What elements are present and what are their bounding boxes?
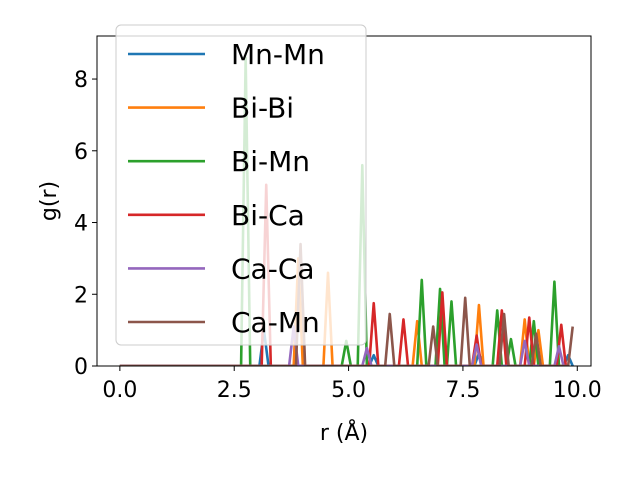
y-axis: 0 2 4 6 8 [74,68,97,380]
legend: Mn-Mn Bi-Bi Bi-Mn Bi-Ca Ca-Ca Ca-Mn [115,24,367,346]
x-axis: 0.0 2.5 5.0 7.5 10.0 [102,366,602,403]
y-tick-label: 8 [74,68,88,93]
x-tick-label: 7.5 [445,378,480,403]
legend-label: Bi-Ca [231,199,305,232]
legend-label: Ca-Ca [231,252,315,285]
legend-box [115,24,367,346]
series-line-ca-mn [119,242,574,366]
x-tick-label: 2.5 [217,378,252,403]
legend-label: Ca-Mn [231,306,320,339]
y-tick-label: 6 [74,140,88,165]
legend-label: Bi-Bi [231,92,294,125]
y-tick-label: 0 [74,355,88,380]
x-tick-label: 0.0 [102,378,137,403]
x-tick-label: 5.0 [331,378,366,403]
y-tick-label: 4 [74,212,88,237]
legend-label: Mn-Mn [231,38,325,71]
legend-label: Bi-Mn [231,145,310,178]
y-axis-label: g(r) [37,181,62,221]
y-tick-label: 2 [74,283,88,308]
x-axis-label: r (Å) [320,419,368,446]
x-tick-label: 10.0 [553,378,602,403]
